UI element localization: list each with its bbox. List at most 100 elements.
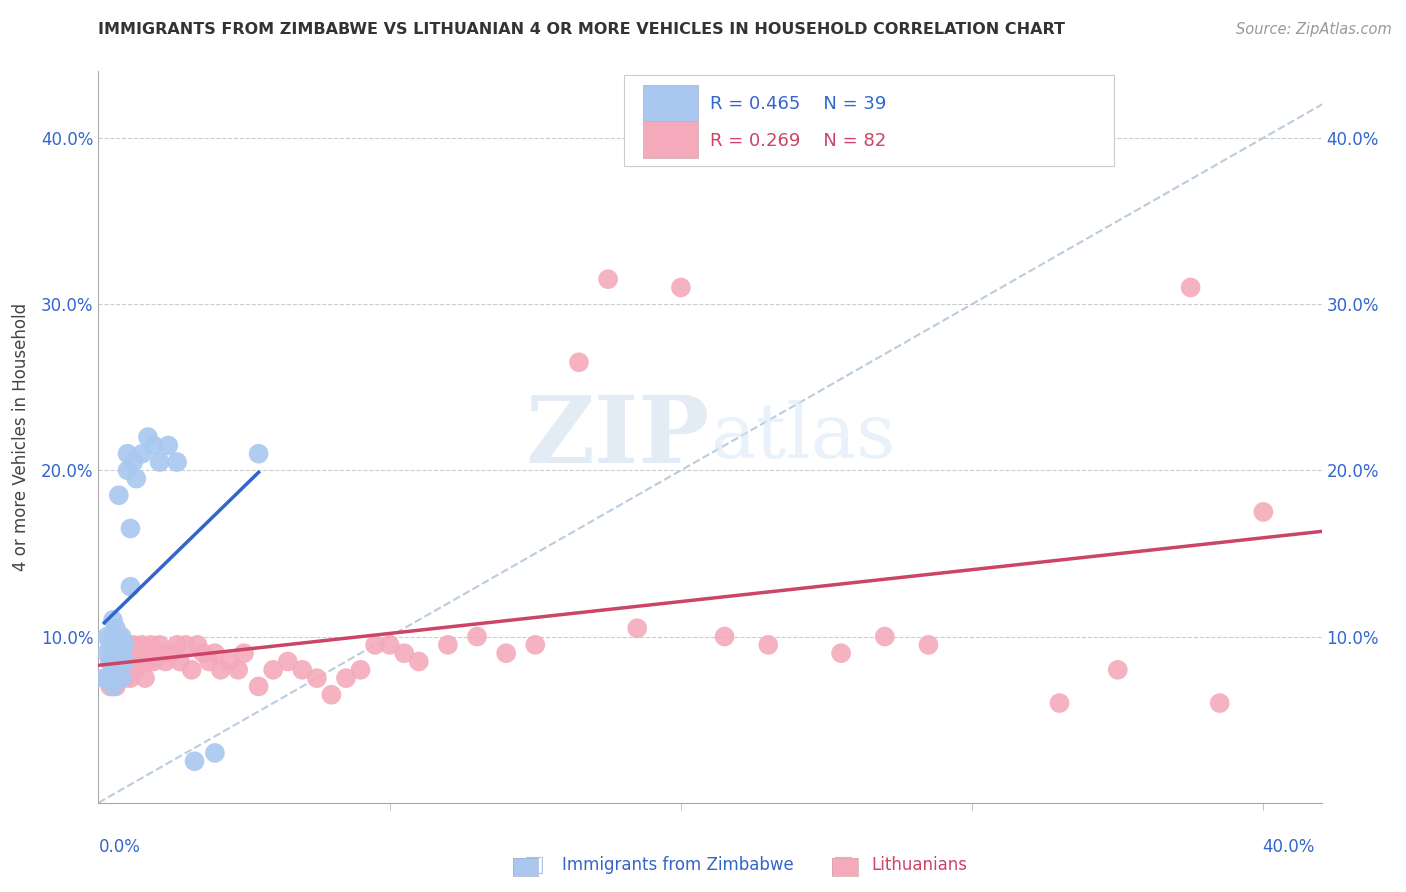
Point <box>392 646 416 660</box>
Point <box>114 638 136 652</box>
Point <box>108 488 131 502</box>
Point <box>145 646 167 660</box>
Point <box>114 655 136 669</box>
FancyBboxPatch shape <box>643 121 697 158</box>
Point <box>101 663 124 677</box>
Point <box>247 447 270 461</box>
Point <box>125 663 148 677</box>
Point <box>247 680 270 694</box>
Point <box>136 430 159 444</box>
Point <box>117 638 139 652</box>
Y-axis label: 4 or more Vehicles in Household: 4 or more Vehicles in Household <box>11 303 30 571</box>
Point <box>169 655 191 669</box>
Point <box>1049 696 1071 710</box>
Point <box>122 455 145 469</box>
Point <box>568 355 591 369</box>
Point <box>128 655 150 669</box>
Point <box>830 646 852 660</box>
Point <box>114 655 136 669</box>
Point <box>114 671 136 685</box>
Point <box>277 655 299 669</box>
Point <box>117 463 139 477</box>
Text: IMMIGRANTS FROM ZIMBABWE VS LITHUANIAN 4 OR MORE VEHICLES IN HOUSEHOLD CORRELATI: IMMIGRANTS FROM ZIMBABWE VS LITHUANIAN 4… <box>98 22 1066 37</box>
Text: atlas: atlas <box>710 401 896 474</box>
Point <box>108 663 131 677</box>
Point <box>364 638 387 652</box>
Point <box>101 680 124 694</box>
Point <box>349 663 371 677</box>
Point <box>104 655 127 669</box>
Point <box>120 646 142 660</box>
FancyBboxPatch shape <box>624 75 1114 167</box>
Text: □: □ <box>834 855 853 875</box>
Point <box>104 655 127 669</box>
Point <box>111 638 134 652</box>
Point <box>157 438 180 452</box>
Text: ZIP: ZIP <box>526 392 710 482</box>
Point <box>98 671 121 685</box>
Point <box>180 663 202 677</box>
Point <box>98 655 121 669</box>
Point <box>131 638 153 652</box>
Point <box>524 638 547 652</box>
Point <box>183 754 205 768</box>
Point <box>1180 280 1202 294</box>
Point <box>111 663 134 677</box>
Point <box>218 655 240 669</box>
Point <box>626 621 648 635</box>
Point <box>101 630 124 644</box>
Point <box>93 671 115 685</box>
Point <box>262 663 284 677</box>
Point <box>98 655 121 669</box>
Text: □: □ <box>524 855 544 875</box>
Point <box>291 663 314 677</box>
FancyBboxPatch shape <box>643 85 697 121</box>
Point <box>96 646 118 660</box>
Point <box>108 638 131 652</box>
Point <box>193 646 215 660</box>
Point <box>437 638 460 652</box>
Point <box>98 638 121 652</box>
Text: R = 0.269    N = 82: R = 0.269 N = 82 <box>710 132 886 150</box>
Point <box>108 671 131 685</box>
Point <box>1107 663 1129 677</box>
Point <box>131 447 153 461</box>
Point <box>108 646 131 660</box>
Point <box>1253 505 1275 519</box>
Text: 0.0%: 0.0% <box>98 838 141 856</box>
Point <box>149 455 172 469</box>
Point <box>136 655 159 669</box>
Point <box>166 455 188 469</box>
Point <box>96 671 118 685</box>
Point <box>408 655 430 669</box>
Point <box>108 655 131 669</box>
Point <box>122 638 145 652</box>
Point <box>756 638 779 652</box>
Point <box>142 655 165 669</box>
Point <box>104 680 127 694</box>
Point <box>101 613 124 627</box>
Point <box>111 630 134 644</box>
Point <box>122 655 145 669</box>
Point <box>204 646 226 660</box>
Point <box>152 646 174 660</box>
Point <box>166 638 188 652</box>
Point <box>321 688 343 702</box>
Text: 40.0%: 40.0% <box>1263 838 1315 856</box>
Point <box>114 638 136 652</box>
Text: Lithuanians: Lithuanians <box>872 856 967 874</box>
Point <box>155 655 177 669</box>
Point <box>226 663 249 677</box>
Point <box>117 447 139 461</box>
Point <box>101 680 124 694</box>
Point <box>495 646 517 660</box>
Point <box>117 663 139 677</box>
Point <box>305 671 328 685</box>
Point <box>104 638 127 652</box>
Point <box>104 663 127 677</box>
Point <box>131 646 153 660</box>
Point <box>101 663 124 677</box>
Point <box>108 630 131 644</box>
Point <box>160 646 183 660</box>
Point <box>596 272 619 286</box>
